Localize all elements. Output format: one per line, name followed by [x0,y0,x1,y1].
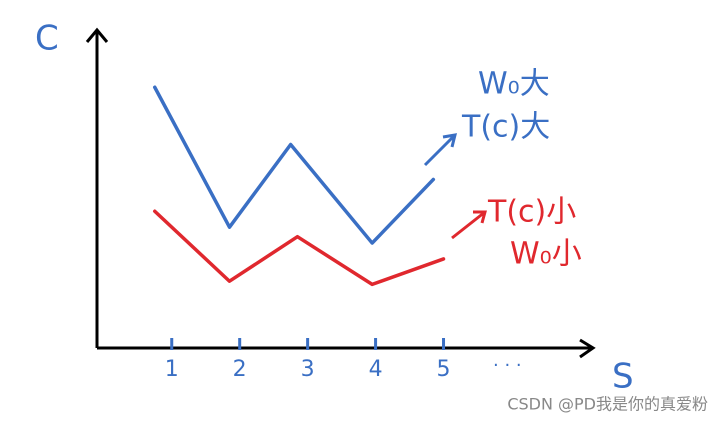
annotation-arrow [451,210,487,240]
x-tick-label: 5 [437,357,451,382]
x-axis-arrow [579,338,596,359]
annotation: · · · [493,355,522,376]
annotation: W₀大 [478,67,550,102]
y-axis-arrow [85,27,109,43]
line [153,85,436,245]
y-axis-label: C [35,19,59,59]
x-tick-label: 2 [233,357,247,382]
annotation: T(c)大 [461,110,550,145]
x-tick-label: 1 [165,357,179,382]
annotation-arrow [423,133,458,167]
watermark: CSDN @PD我是你的真爱粉 [507,395,708,414]
annotation: T(c)小 [487,195,576,230]
x-axis-label: S [612,357,634,397]
annotation: W₀小 [510,237,582,272]
x-tick-label: 4 [369,357,383,382]
line [153,209,446,287]
x-tick-label: 3 [301,357,315,382]
